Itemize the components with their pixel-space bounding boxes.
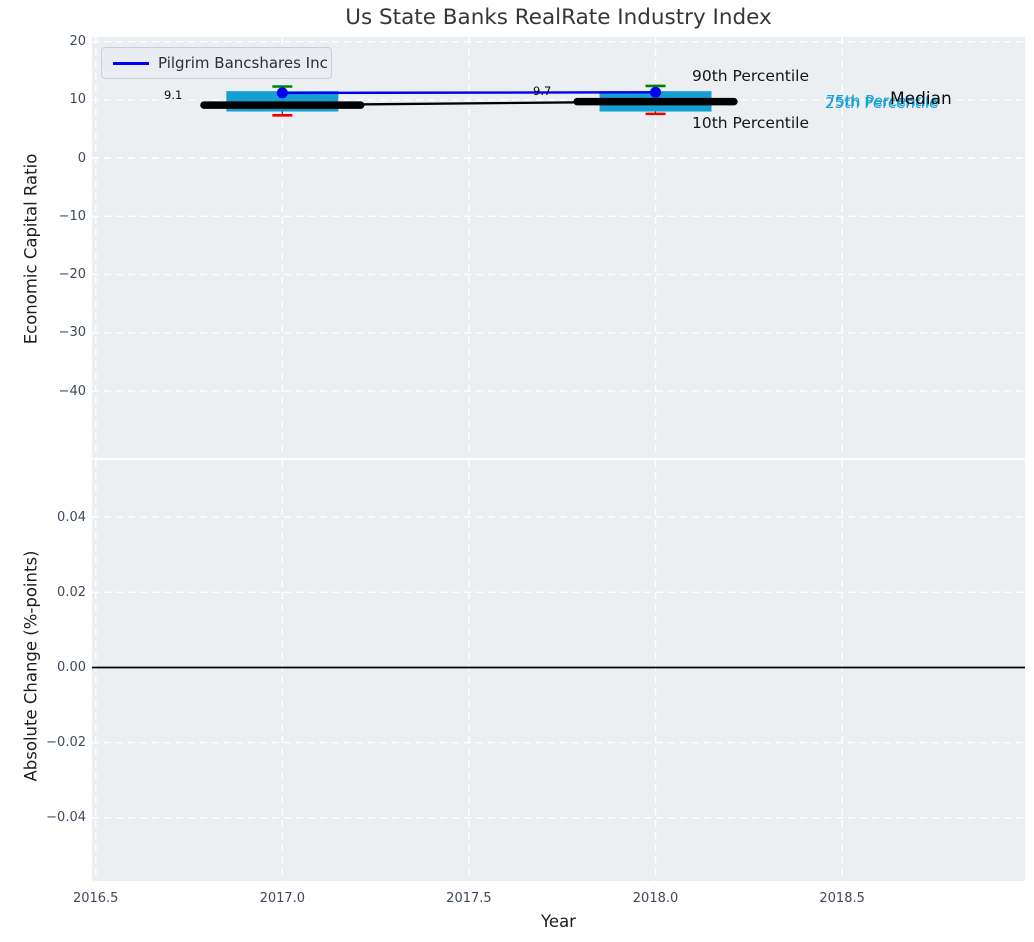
y-tick-label-top: −30	[58, 325, 86, 341]
y-tick-label-top: −40	[58, 383, 86, 399]
x-tick-label: 2018.0	[632, 891, 679, 906]
legend-line-sample	[113, 61, 149, 65]
label-90th-percentile: 90th Percentile	[692, 67, 810, 85]
legend-label: Pilgrim Bancshares Inc	[158, 54, 328, 72]
bottom-plot-panel	[92, 460, 1025, 881]
y-tick-label-top: −20	[58, 267, 86, 283]
x-tick-label: 2017.0	[259, 891, 306, 906]
x-tick-label: 2018.5	[819, 891, 865, 906]
y-tick-label-top: 10	[69, 92, 86, 108]
label-10th-percentile: 10th Percentile	[692, 114, 810, 132]
y-tick-label-top: −10	[58, 208, 86, 224]
label-median: Median	[890, 89, 952, 109]
y-tick-label-bottom: −0.02	[46, 735, 86, 751]
y-tick-label-bottom: 0.04	[57, 509, 86, 525]
company-line	[282, 91, 656, 95]
x-axis-label: Year	[541, 912, 576, 931]
annotation-median-2018: 9.7	[533, 84, 552, 98]
x-tick-label: 2017.5	[446, 891, 492, 906]
y-axis-label-top: Economic Capital Ratio	[21, 153, 41, 345]
y-tick-label-bottom: −0.04	[46, 810, 86, 826]
label-75th-percentile: 75th Percentile	[826, 92, 940, 110]
x-tick-label: 2016.5	[72, 891, 119, 906]
label-25th-percentile: 25th Percentile	[825, 94, 939, 112]
y-tick-label-top: 0	[77, 150, 86, 166]
y-tick-label-top: 20	[69, 34, 86, 50]
company-point	[276, 87, 288, 99]
chart-title: Us State Banks RealRate Industry Index	[345, 5, 772, 30]
y-tick-label-bottom: 0.02	[57, 584, 86, 600]
legend: Pilgrim Bancshares Inc	[101, 47, 332, 79]
annotation-median-2017: 9.1	[164, 88, 183, 102]
y-tick-label-bottom: 0.00	[57, 659, 86, 675]
company-point	[650, 86, 662, 98]
